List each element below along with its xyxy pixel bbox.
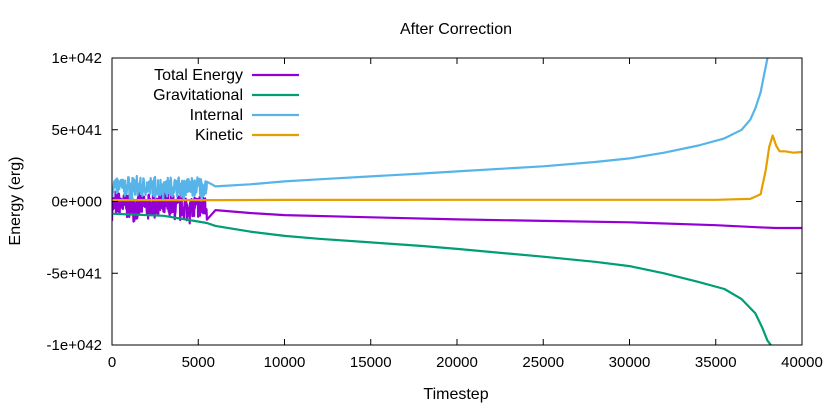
x-tick-label: 0 [108, 354, 116, 371]
y-tick-label: 5e+041 [52, 122, 102, 139]
y-axis-label: Energy (erg) [7, 157, 24, 246]
y-tick-label: 0e+000 [52, 194, 102, 211]
legend-label: Gravitational [153, 87, 243, 104]
legend: Total Energy Gravitational Internal Kinetic [153, 67, 299, 144]
x-tick-label: 5000 [182, 354, 215, 371]
x-axis-label: Timestep [423, 386, 488, 403]
series-line-internal [112, 58, 769, 200]
series-line-total-energy [112, 188, 802, 230]
x-tick-label: 40000 [781, 354, 823, 371]
x-tick-label: 35000 [695, 354, 737, 371]
x-tick-label: 25000 [522, 354, 564, 371]
x-tick-label: 20000 [436, 354, 478, 371]
series-layer [112, 58, 802, 345]
tick-layer: 0 5000 10000 15000 20000 25000 30000 35000 40000… [47, 50, 823, 371]
x-tick-label: 10000 [264, 354, 306, 371]
x-tick-label: 30000 [609, 354, 651, 371]
y-tick-label: -5e+041 [47, 265, 102, 282]
x-tick-label: 15000 [350, 354, 392, 371]
series-line-gravitational [112, 212, 772, 345]
chart-title: After Correction [400, 21, 512, 38]
legend-label: Internal [190, 107, 243, 124]
legend-label: Total Energy [154, 67, 243, 84]
y-tick-label: -1e+042 [47, 337, 102, 354]
series-line-kinetic [112, 134, 802, 202]
y-tick-label: 1e+042 [52, 50, 102, 67]
legend-label: Kinetic [195, 127, 243, 144]
